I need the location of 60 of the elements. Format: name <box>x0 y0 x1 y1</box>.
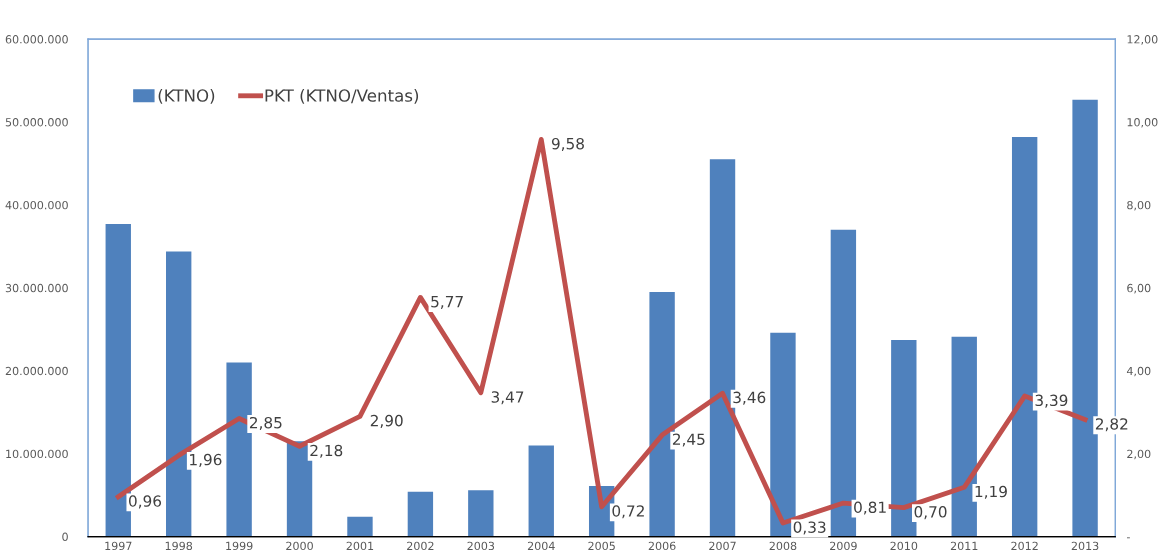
x-tick-label: 2010 <box>890 541 918 551</box>
x-tick-label: 2009 <box>830 541 857 551</box>
x-tick-label: 2000 <box>286 541 313 551</box>
data-label: 3,46 <box>733 391 766 405</box>
data-label: 1,96 <box>190 453 222 467</box>
y-tick-label: 60.000.000 <box>5 35 68 44</box>
y2-tick-label: 2,00 <box>1127 449 1151 460</box>
data-label: 0,70 <box>914 506 947 520</box>
y-tick-label: 10.000.000 <box>6 449 68 459</box>
x-tick-label: 2002 <box>407 541 434 551</box>
y2-tick-label: 4,00 <box>1126 366 1151 377</box>
x-tick-label: 2012 <box>1011 541 1038 551</box>
y-tick-label: 20.000.000 <box>5 366 68 376</box>
x-tick-label: 2005 <box>588 541 615 551</box>
x-tick-label: 1998 <box>165 541 193 551</box>
data-label: 5,77 <box>431 296 463 309</box>
x-tick-label: 2004 <box>527 541 555 551</box>
y-tick-label: 40.000.000 <box>5 200 68 210</box>
bar <box>226 362 252 537</box>
bar <box>347 516 373 537</box>
bar <box>407 491 434 537</box>
x-tick-label: 1997 <box>105 541 132 551</box>
data-label: 2,18 <box>310 444 343 458</box>
bar <box>1072 99 1098 537</box>
x-tick-label: 2008 <box>769 541 797 551</box>
x-tick-label: 1999 <box>226 541 253 551</box>
legend-label: (KTNO) <box>158 88 215 104</box>
bar <box>105 224 131 537</box>
x-tick-label: 2013 <box>1071 541 1099 551</box>
x-tick-label: 2001 <box>346 541 374 551</box>
y-tick-label: 0 <box>62 532 68 542</box>
data-label: 0,96 <box>128 495 162 509</box>
legend-label: PKT (KTNO/Ventas) <box>265 88 419 104</box>
y-tick-label: 50.000.000 <box>5 118 68 127</box>
data-label: 1,19 <box>975 485 1007 499</box>
y2-tick-label: 6,00 <box>1127 283 1151 294</box>
y2-tick-label: 10,00 <box>1127 118 1158 128</box>
bar <box>166 251 192 537</box>
bar <box>528 445 554 537</box>
data-label: 2,85 <box>249 416 282 431</box>
data-label: 9,58 <box>551 137 584 152</box>
data-label: 3,47 <box>491 391 524 405</box>
y2-tick-label: 8,00 <box>1127 200 1151 211</box>
data-label: 2,45 <box>672 433 705 447</box>
y2-tick-label: 12,00 <box>1127 35 1158 45</box>
x-tick-label: 2003 <box>467 541 495 551</box>
x-tick-label: 2006 <box>648 541 676 551</box>
bar <box>649 292 675 537</box>
bar <box>951 336 977 537</box>
data-label: 2,90 <box>370 414 403 428</box>
x-tick-label: 2007 <box>709 541 736 551</box>
x-tick-label: 2011 <box>950 541 978 551</box>
data-label: 0,33 <box>793 521 826 535</box>
data-label: 3,39 <box>1035 394 1068 408</box>
data-label: 0,81 <box>854 501 886 515</box>
data-label: 2,82 <box>1095 418 1128 432</box>
data-label: 0,72 <box>612 505 644 519</box>
y-tick-label: 30.000.000 <box>5 283 68 293</box>
bar <box>468 490 494 537</box>
y2-tick-label: - <box>1126 537 1130 539</box>
